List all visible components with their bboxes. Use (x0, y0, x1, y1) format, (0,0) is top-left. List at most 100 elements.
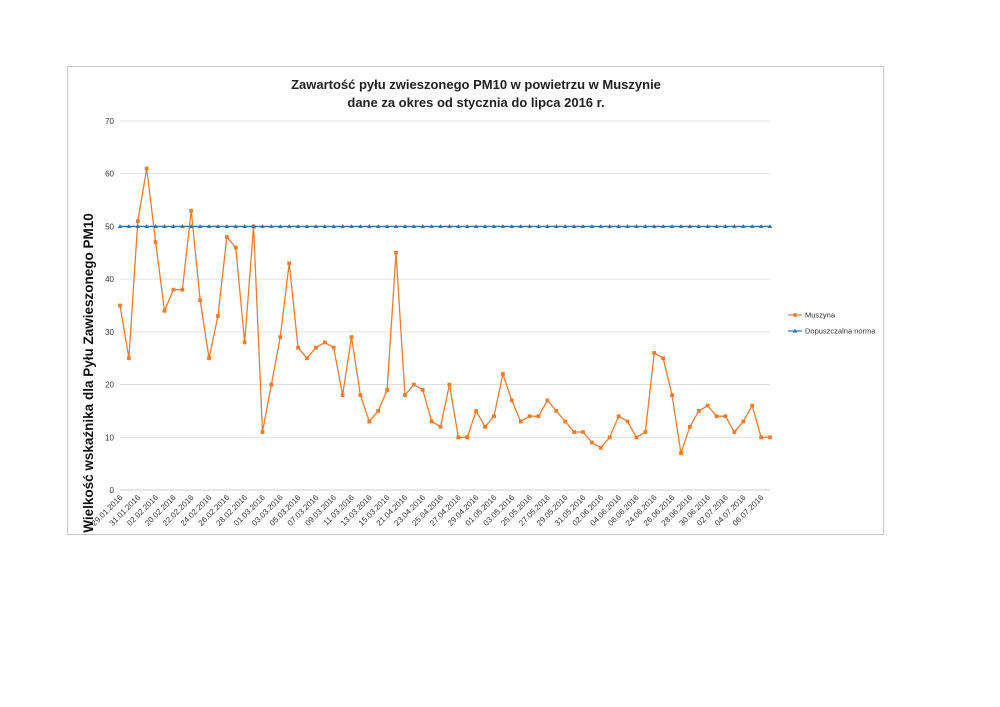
data-point-muszyna (340, 393, 345, 398)
data-point-dopuszczalna-norma (536, 224, 541, 229)
data-point-muszyna (625, 419, 630, 424)
data-point-muszyna (492, 414, 496, 419)
data-point-muszyna (661, 356, 666, 361)
data-point-dopuszczalna-norma (732, 224, 737, 229)
data-point-muszyna (483, 424, 487, 429)
data-point-dopuszczalna-norma (509, 224, 515, 229)
data-point-muszyna (118, 303, 122, 308)
data-point-muszyna (563, 419, 568, 424)
data-point-muszyna (652, 351, 657, 355)
data-point-dopuszczalna-norma (322, 224, 328, 229)
legend-marker-norma (792, 328, 798, 333)
legend-marker-muszyna (793, 313, 797, 317)
data-point-dopuszczalna-norma (269, 224, 274, 229)
data-point-muszyna (233, 245, 238, 250)
data-point-dopuszczalna-norma (527, 224, 532, 229)
data-point-muszyna (189, 208, 194, 213)
data-point-dopuszczalna-norma (767, 224, 773, 229)
data-point-dopuszczalna-norma (473, 224, 479, 229)
data-point-muszyna (598, 445, 603, 450)
data-point-muszyna (634, 435, 639, 440)
data-point-dopuszczalna-norma (215, 224, 221, 229)
data-point-dopuszczalna-norma (571, 224, 577, 229)
data-point-muszyna (162, 308, 167, 313)
data-point-dopuszczalna-norma (740, 224, 746, 229)
data-point-dopuszczalna-norma (616, 224, 621, 229)
legend-label-muszyna: Muszyna (805, 311, 836, 320)
data-point-muszyna (607, 435, 612, 440)
data-point-dopuszczalna-norma (758, 224, 764, 229)
data-point-muszyna (438, 424, 443, 429)
y-tick-label: 40 (105, 275, 114, 284)
data-point-muszyna (590, 440, 594, 445)
data-point-dopuszczalna-norma (500, 224, 506, 229)
data-point-dopuszczalna-norma (135, 224, 141, 229)
data-point-muszyna (509, 398, 514, 403)
data-point-dopuszczalna-norma (313, 224, 319, 229)
data-point-dopuszczalna-norma (295, 224, 301, 229)
data-point-muszyna (322, 340, 327, 345)
data-point-dopuszczalna-norma (242, 224, 247, 229)
data-point-dopuszczalna-norma (260, 224, 265, 229)
data-point-dopuszczalna-norma (393, 224, 399, 229)
data-point-muszyna (687, 424, 692, 429)
data-point-dopuszczalna-norma (224, 224, 230, 229)
data-point-dopuszczalna-norma (375, 224, 381, 229)
data-point-dopuszczalna-norma (340, 224, 345, 229)
legend: Muszyna Dopuszczalna norma (788, 311, 876, 336)
data-point-muszyna (465, 435, 470, 440)
data-point-muszyna (313, 345, 318, 350)
data-point-muszyna (403, 393, 407, 398)
data-point-muszyna (331, 345, 336, 350)
data-point-muszyna (296, 345, 300, 350)
data-point-muszyna (500, 372, 505, 376)
chart-area: Zawartość pyłu zwieszonego PM10 w powiet… (67, 66, 884, 535)
data-point-muszyna (705, 403, 710, 408)
data-point-dopuszczalna-norma (651, 224, 657, 229)
chart-subtitle: dane za okres od stycznia do lipca 2016 … (347, 95, 604, 110)
data-point-muszyna (447, 382, 452, 387)
data-point-dopuszczalna-norma (286, 224, 292, 229)
y-tick-label: 60 (105, 170, 114, 179)
y-tick-label: 0 (110, 486, 115, 495)
y-tick-label: 70 (105, 117, 114, 126)
data-point-dopuszczalna-norma (126, 224, 132, 229)
data-point-dopuszczalna-norma (233, 224, 239, 229)
data-point-dopuszczalna-norma (554, 224, 559, 229)
data-point-muszyna (358, 393, 363, 398)
data-point-dopuszczalna-norma (188, 224, 194, 229)
data-point-muszyna (216, 314, 220, 318)
data-point-dopuszczalna-norma (420, 224, 426, 229)
data-point-dopuszczalna-norma (598, 224, 604, 229)
series-dopuszczalna-norma (117, 224, 773, 229)
plot-series (117, 166, 773, 455)
data-point-dopuszczalna-norma (714, 224, 719, 229)
data-point-muszyna (714, 414, 719, 419)
data-point-muszyna (394, 250, 398, 255)
data-point-dopuszczalna-norma (180, 224, 185, 229)
chart-title: Zawartość pyłu zwieszonego PM10 w powiet… (291, 77, 661, 92)
data-point-dopuszczalna-norma (464, 224, 470, 229)
data-point-muszyna (385, 387, 390, 392)
data-point-muszyna (732, 430, 737, 434)
data-point-dopuszczalna-norma (144, 224, 150, 229)
data-point-muszyna (260, 430, 265, 434)
series-muszyna (118, 166, 772, 455)
data-point-muszyna (554, 409, 559, 413)
data-point-muszyna (376, 409, 381, 413)
data-point-muszyna (198, 298, 203, 303)
data-point-dopuszczalna-norma (402, 224, 408, 229)
data-point-muszyna (153, 240, 158, 245)
data-point-dopuszczalna-norma (749, 224, 755, 229)
y-axis-label: Wielkość wskaźnika dla Pyłu Zawieszonego… (81, 213, 96, 533)
data-point-muszyna (759, 435, 763, 440)
data-point-muszyna (420, 387, 425, 392)
data-point-muszyna (135, 219, 140, 224)
data-point-dopuszczalna-norma (643, 224, 648, 229)
data-point-muszyna (278, 335, 283, 340)
data-point-dopuszczalna-norma (660, 224, 666, 229)
data-point-dopuszczalna-norma (331, 224, 336, 229)
data-point-muszyna (127, 356, 131, 361)
legend-label-norma: Dopuszczalna norma (805, 327, 876, 336)
data-point-muszyna (723, 414, 728, 419)
